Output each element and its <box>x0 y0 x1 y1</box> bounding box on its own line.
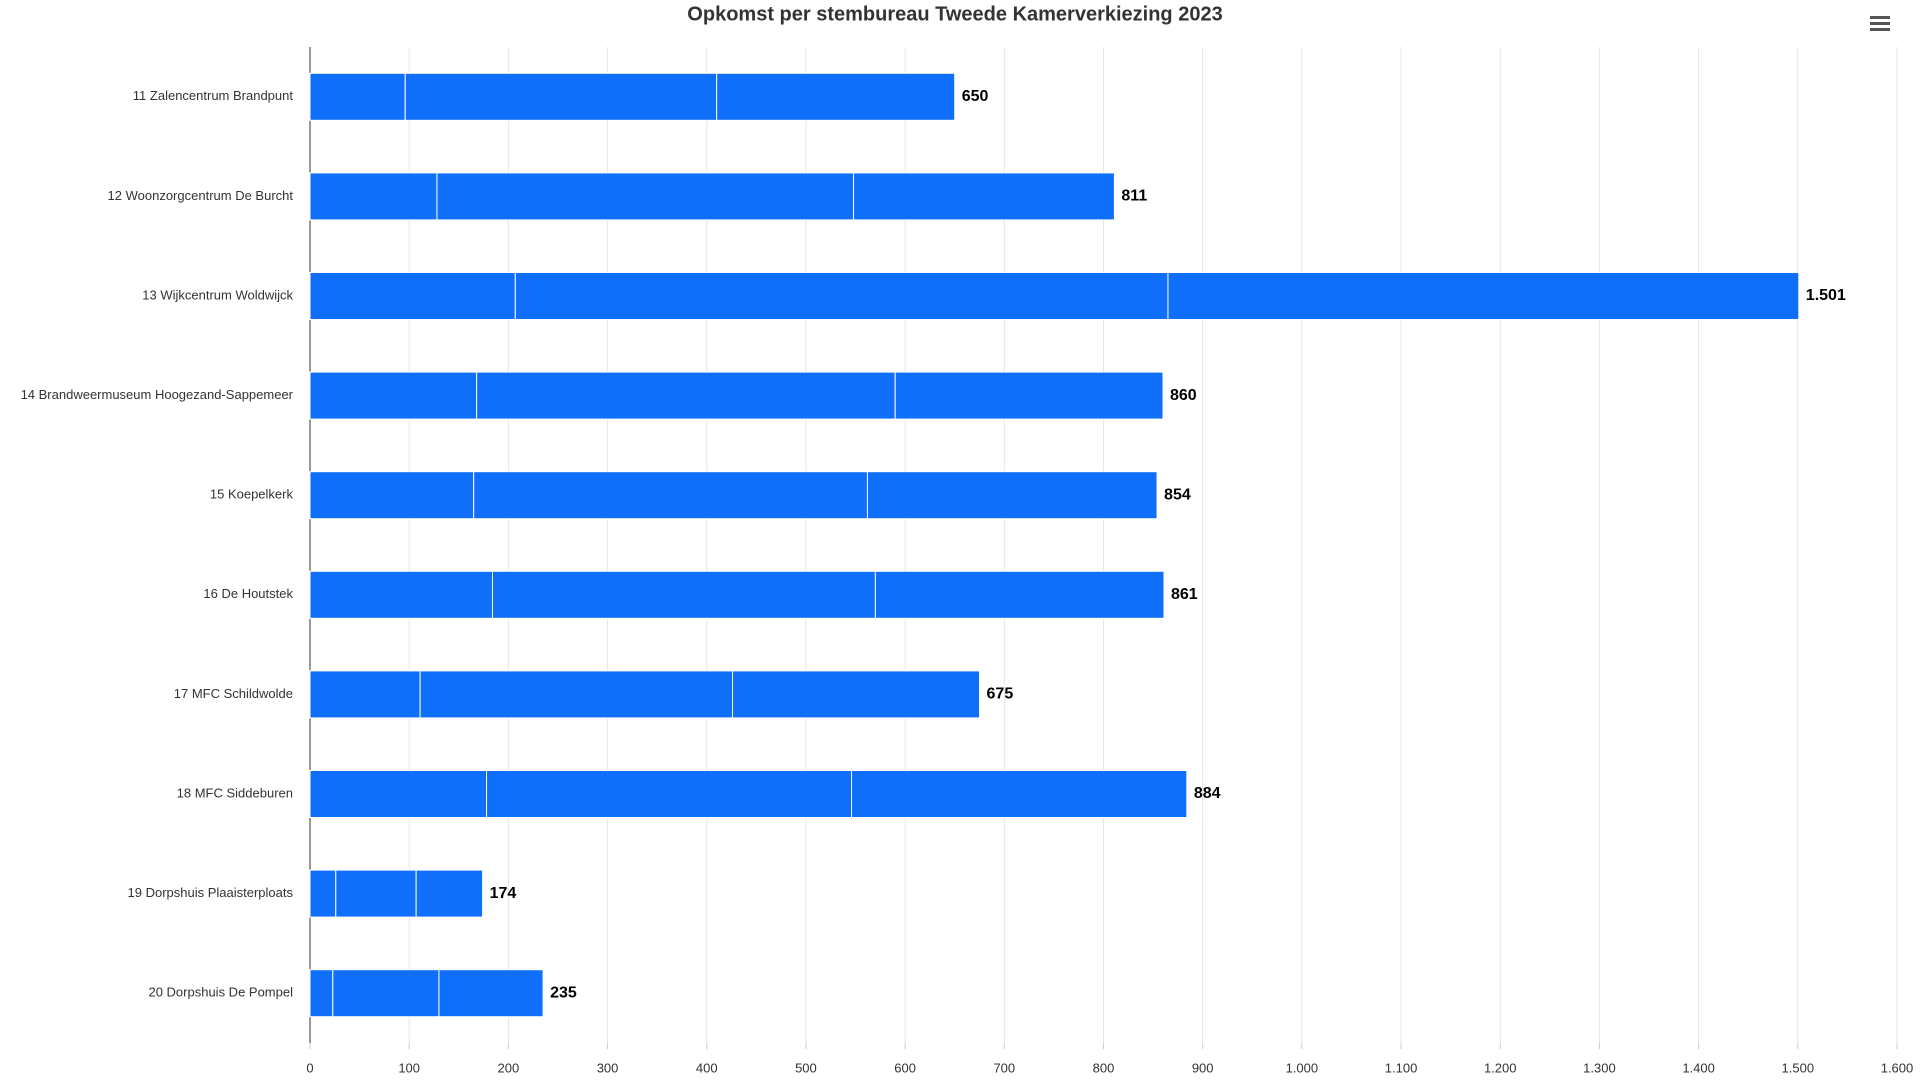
x-tick-label: 300 <box>597 1060 619 1075</box>
x-tick-label: 1.100 <box>1385 1060 1418 1075</box>
y-tick-label: 16 De Houtstek <box>203 586 293 601</box>
x-tick-label: 1.000 <box>1286 1060 1319 1075</box>
bar-segment <box>853 172 1115 221</box>
bar-segment <box>716 72 956 121</box>
y-tick-label: 18 MFC Siddeburen <box>177 785 293 800</box>
bar-segment <box>438 969 544 1018</box>
y-tick-label: 11 Zalencentrum Brandpunt <box>133 88 294 103</box>
x-tick-label: 400 <box>696 1060 718 1075</box>
menu-bar[interactable] <box>1870 22 1890 25</box>
x-tick-label: 1.600 <box>1881 1060 1914 1075</box>
x-tick-label: 600 <box>894 1060 916 1075</box>
bar-segment <box>309 371 478 420</box>
chart-title: Opkomst per stembureau Tweede Kamerverki… <box>687 3 1222 25</box>
bar-segment <box>514 272 1169 320</box>
bar-segment <box>309 272 516 320</box>
x-tick-label: 1.200 <box>1484 1060 1517 1075</box>
x-tick-label: 500 <box>795 1060 817 1075</box>
bar-segment <box>492 570 876 619</box>
x-tick-label: 1.400 <box>1682 1060 1715 1075</box>
total-label: 854 <box>1164 486 1191 503</box>
menu-bar[interactable] <box>1870 16 1890 19</box>
bar-segment <box>309 471 475 520</box>
x-tick-label: 100 <box>398 1060 420 1075</box>
x-tick-label: 1.300 <box>1583 1060 1616 1075</box>
x-tick-label: 0 <box>306 1060 313 1075</box>
bar-segment <box>473 471 868 520</box>
y-tick-label: 13 Wijkcentrum Woldwijck <box>142 287 293 302</box>
bar-segment <box>404 72 718 121</box>
bar-segment <box>732 670 981 719</box>
x-tick-label: 700 <box>993 1060 1015 1075</box>
bar-segment <box>1167 272 1800 320</box>
total-label: 675 <box>987 686 1014 703</box>
bar-segment <box>866 471 1158 520</box>
bar-segment <box>436 172 855 221</box>
bar-segment <box>415 869 484 918</box>
total-label: 861 <box>1171 586 1198 603</box>
x-tick-label: 1.500 <box>1782 1060 1815 1075</box>
bar-segment <box>874 570 1165 619</box>
bar-segment <box>419 670 734 719</box>
y-tick-label: 19 Dorpshuis Plaaisterploats <box>128 885 294 900</box>
bar-segment <box>309 770 488 818</box>
total-label: 811 <box>1121 188 1147 205</box>
x-tick-label: 800 <box>1093 1060 1115 1075</box>
y-tick-label: 20 Dorpshuis De Pompel <box>148 985 293 1000</box>
bar-segment <box>851 770 1188 818</box>
x-tick-label: 900 <box>1192 1060 1214 1075</box>
bar-segment <box>309 72 406 121</box>
total-label: 884 <box>1194 785 1221 802</box>
total-label: 1.501 <box>1806 287 1846 304</box>
bar-segment <box>476 371 896 420</box>
y-tick-label: 14 Brandweermuseum Hoogezand-Sappemeer <box>21 387 294 402</box>
bar-segment <box>309 869 337 918</box>
x-tick-label: 200 <box>498 1060 520 1075</box>
total-label: 860 <box>1170 387 1197 404</box>
menu-icon[interactable] <box>1870 16 1890 31</box>
y-tick-label: 12 Woonzorgcentrum De Burcht <box>108 188 294 203</box>
bar-segment <box>309 670 421 719</box>
y-tick-label: 17 MFC Schildwolde <box>174 686 293 701</box>
bar-segment <box>894 371 1164 420</box>
bar-segment <box>309 969 334 1018</box>
bar-segment <box>486 770 853 818</box>
y-tick-label: 15 Koepelkerk <box>210 487 294 502</box>
bar-segment <box>309 172 438 221</box>
menu-bar[interactable] <box>1870 28 1890 31</box>
total-label: 650 <box>962 88 989 105</box>
bar-segment <box>332 969 440 1018</box>
total-label: 174 <box>490 885 517 902</box>
bar-segment <box>335 869 417 918</box>
bar-segment <box>309 570 494 619</box>
total-label: 235 <box>550 984 577 1001</box>
